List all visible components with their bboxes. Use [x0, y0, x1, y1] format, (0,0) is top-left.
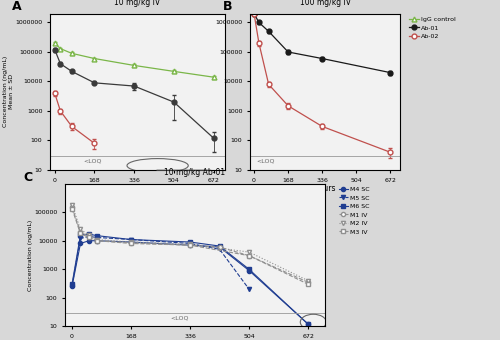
Text: A: A: [12, 0, 21, 14]
Title: 10 mg/kg Ab-01: 10 mg/kg Ab-01: [164, 168, 226, 177]
Text: <LOQ: <LOQ: [170, 315, 189, 320]
Legend: M4 SC, M5 SC, M6 SC, M1 IV, M2 IV, M3 IV: M4 SC, M5 SC, M6 SC, M1 IV, M2 IV, M3 IV: [338, 187, 370, 235]
Y-axis label: Concentration (ng/mL): Concentration (ng/mL): [28, 219, 32, 291]
Text: B: B: [223, 0, 232, 14]
Y-axis label: Concentration (ng/mL)
Mean ± SD: Concentration (ng/mL) Mean ± SD: [3, 56, 14, 128]
Title: 10 mg/kg IV: 10 mg/kg IV: [114, 0, 160, 7]
X-axis label: Hours: Hours: [314, 184, 336, 193]
Text: C: C: [24, 171, 32, 184]
Text: <LOQ: <LOQ: [83, 158, 102, 164]
Legend: IgG control, Ab-01, Ab-02: IgG control, Ab-01, Ab-02: [409, 17, 456, 39]
Text: <LOQ: <LOQ: [256, 158, 274, 164]
X-axis label: Hours: Hours: [126, 184, 149, 193]
Title: 100 mg/kg IV: 100 mg/kg IV: [300, 0, 350, 7]
